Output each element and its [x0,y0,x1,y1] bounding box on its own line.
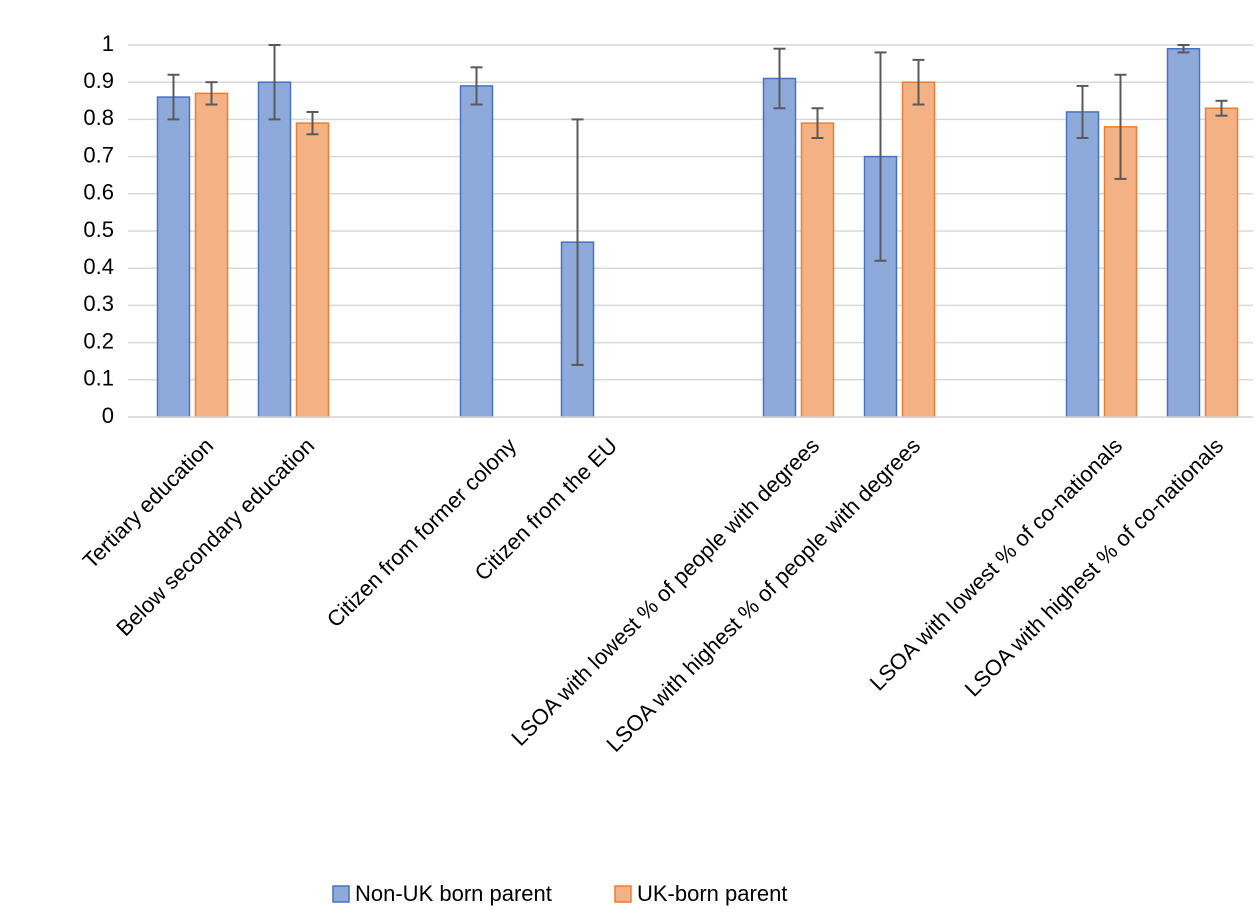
y-tick-label: 0.7 [83,142,114,167]
bar [1065,111,1100,418]
legend-swatch [332,885,350,903]
legend-label: Non-UK born parent [355,881,552,906]
bar [156,96,191,418]
y-tick-label: 1 [102,31,114,56]
y-tick-label: 0 [102,403,114,428]
x-tick-label: Citizen from former colony [322,433,521,632]
y-tick-label: 0.5 [83,217,114,242]
y-tick-label: 0.9 [83,68,114,93]
bar [800,122,835,418]
x-tick-label: Below secondary education [111,433,319,641]
legend-label: UK-born parent [637,881,787,906]
bar [295,122,330,418]
y-tick-label: 0.6 [83,180,114,205]
bar [901,81,936,418]
bar [1204,107,1239,418]
y-tick-label: 0.3 [83,291,114,316]
bar [257,81,292,418]
bar [459,85,494,418]
y-tick-label: 0.2 [83,328,114,353]
bar [194,92,229,418]
y-tick-label: 0.8 [83,105,114,130]
bar [762,77,797,418]
legend-swatch [614,885,632,903]
y-tick-label: 0.4 [83,254,114,279]
y-tick-label: 0.1 [83,366,114,391]
bar [1166,47,1201,418]
